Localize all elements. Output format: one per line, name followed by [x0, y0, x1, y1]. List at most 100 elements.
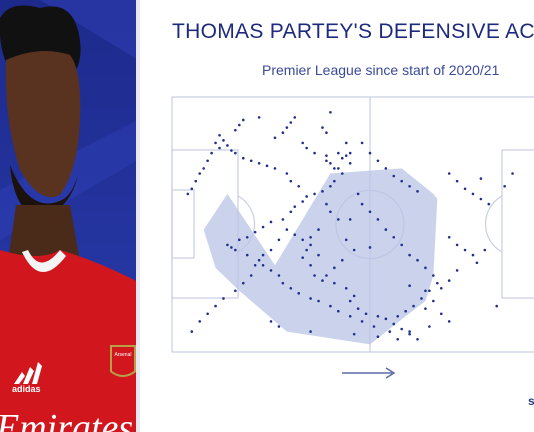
defensive-action-point [234, 248, 237, 252]
defensive-action-point [424, 307, 427, 310]
defensive-action-point [214, 304, 217, 308]
defensive-action-point [404, 309, 407, 313]
defensive-action-point [234, 128, 237, 132]
defensive-action-point [384, 317, 388, 321]
defensive-action-point [487, 202, 491, 206]
defensive-action-point [348, 162, 352, 165]
defensive-action-point [313, 274, 316, 277]
defensive-action-point [408, 284, 411, 288]
defensive-action-point [340, 156, 344, 160]
defensive-action-point [368, 246, 372, 249]
defensive-action-point [455, 269, 459, 272]
defensive-action-point [325, 202, 328, 206]
right-penalty-box [501, 149, 534, 299]
defensive-action-point [277, 325, 281, 328]
defensive-action-point [226, 243, 229, 247]
defensive-action-point [222, 297, 225, 300]
defensive-action-point [447, 172, 451, 175]
defensive-action-point [230, 149, 233, 152]
defensive-action-point [289, 286, 293, 290]
defensive-action-point [396, 315, 400, 318]
defensive-action-point [392, 174, 396, 178]
defensive-action-point [340, 172, 344, 175]
defensive-action-point [392, 235, 396, 239]
defensive-action-point [471, 253, 475, 257]
defensive-action-point [432, 274, 435, 277]
defensive-action-point [277, 238, 281, 242]
adidas-text: adidas [12, 384, 41, 394]
defensive-action-point [329, 210, 332, 214]
defensive-action-point [281, 281, 285, 285]
defensive-action-point [293, 233, 297, 236]
defensive-action-point [416, 190, 419, 193]
defensive-action-point [356, 192, 360, 196]
defensive-action-point [269, 248, 273, 252]
defensive-action-point [210, 151, 213, 155]
defensive-action-point [333, 167, 336, 170]
defensive-action-point [479, 177, 483, 180]
defensive-action-point [293, 205, 297, 208]
defensive-action-point [352, 248, 356, 252]
defensive-action-point [190, 330, 194, 333]
defensive-action-point [471, 192, 475, 196]
defensive-action-point [257, 162, 261, 165]
defensive-action-point [360, 141, 364, 145]
defensive-action-point [360, 320, 364, 323]
club-badge-text: Arsenal [115, 352, 132, 358]
defensive-action-point [447, 320, 451, 323]
defensive-action-point [475, 261, 479, 265]
player-photo-illustration: adidas Arsenal Emirates [0, 0, 138, 432]
defensive-action-point [503, 184, 506, 188]
defensive-action-point [198, 320, 202, 323]
defensive-action-point [412, 304, 415, 308]
defensive-action-point [261, 253, 265, 257]
defensive-action-point [269, 269, 273, 272]
defensive-action-point [273, 136, 277, 140]
defensive-action-point [352, 332, 356, 336]
defensive-action-point [420, 297, 423, 300]
defensive-action-point [269, 320, 273, 323]
defensive-action-point [214, 141, 217, 145]
defensive-action-point [325, 159, 328, 163]
defensive-action-point [281, 131, 285, 134]
defensive-action-point [301, 256, 304, 259]
adidas-logo: adidas [12, 362, 42, 394]
defensive-action-point [253, 264, 257, 267]
defensive-action-point [281, 218, 285, 221]
defensive-action-point [285, 126, 289, 129]
defensive-action-point [309, 297, 312, 300]
defensive-action-point [348, 151, 352, 155]
defensive-action-point [333, 281, 336, 285]
defensive-action-point [261, 264, 265, 267]
defensive-action-point [483, 248, 487, 252]
defensive-action-point [325, 131, 328, 134]
defensive-action-point [392, 322, 396, 326]
defensive-action-point [194, 179, 198, 183]
defensive-action-point [309, 330, 312, 333]
defensive-action-point [352, 294, 356, 298]
player-photo: adidas Arsenal Emirates [0, 0, 138, 432]
defensive-action-point [206, 159, 209, 163]
defensive-action-point [424, 289, 427, 293]
defensive-action-point [368, 151, 372, 155]
defensive-action-point [257, 116, 261, 119]
defensive-action-point [455, 179, 459, 183]
defensive-action-point [376, 218, 380, 221]
defensive-action-point [348, 299, 352, 303]
defensive-action-point [321, 190, 324, 193]
defensive-action-point [218, 146, 221, 150]
defensive-action-point [348, 218, 352, 221]
defensive-action-point [222, 139, 225, 142]
defensive-action-point [333, 266, 336, 270]
defensive-action-point [360, 202, 364, 206]
defensive-action-point [479, 197, 483, 201]
defensive-action-point [297, 292, 301, 295]
defensive-action-point [344, 141, 348, 145]
chart-subtitle: Premier League since start of 2020/21 [262, 62, 500, 78]
defensive-action-point [305, 195, 308, 198]
defensive-action-point [202, 167, 205, 170]
defensive-action-point [317, 253, 320, 257]
defensive-action-point [234, 289, 237, 293]
defensive-action-point [436, 281, 439, 285]
